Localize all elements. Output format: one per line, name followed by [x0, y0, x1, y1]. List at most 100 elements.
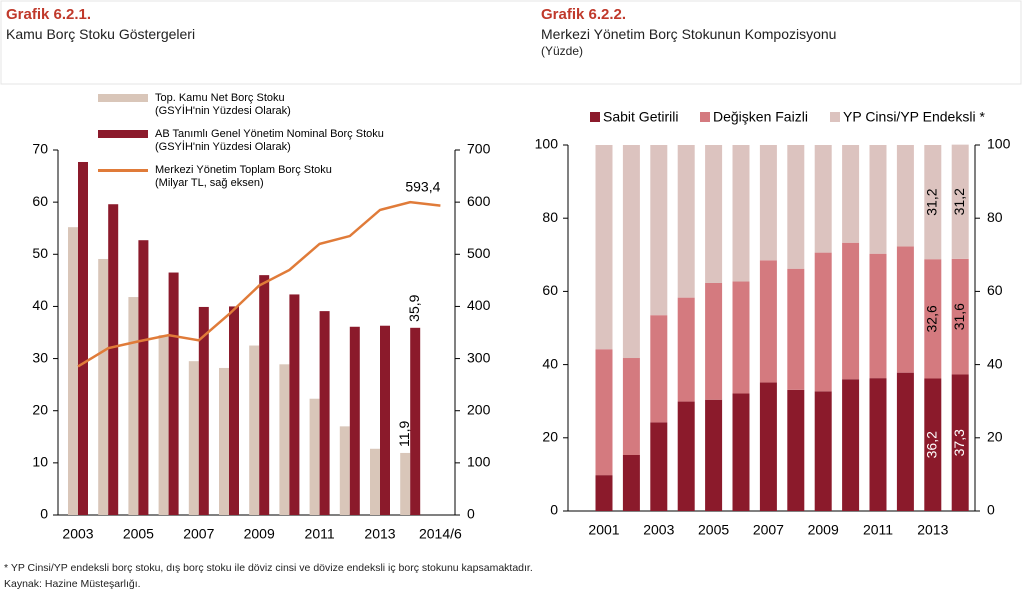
- bar: [339, 426, 350, 515]
- bar-segment: [650, 422, 668, 511]
- legend-label: Değişken Faizli: [713, 109, 808, 125]
- x-tick-label: 2014/6: [419, 526, 462, 542]
- legend-swatch: [98, 169, 148, 172]
- y-tick-label: 80: [542, 209, 558, 225]
- legend-label: Top. Kamu Net Borç Stoku (GSYİH'nin Yüzd…: [155, 92, 291, 117]
- x-tick-label: 2001: [588, 522, 619, 538]
- value-label: 32,6: [924, 305, 940, 332]
- bar-segment: [595, 145, 613, 350]
- bar-segment: [705, 145, 723, 283]
- y2-tick-label: 400: [467, 297, 491, 313]
- bar: [259, 275, 270, 515]
- bar-segment: [842, 145, 860, 243]
- y2-tick-label: 0: [987, 502, 995, 518]
- bar-segment: [759, 260, 777, 383]
- bar-segment: [869, 378, 887, 511]
- bar-segment: [896, 246, 914, 373]
- figure-label: Grafik 6.2.1.: [6, 6, 92, 23]
- bar-segment: [595, 349, 613, 476]
- header-frame: [0, 0, 1022, 85]
- bar: [319, 311, 330, 515]
- chart-subtitle: (Yüzde): [541, 44, 584, 58]
- bar-segment: [787, 389, 805, 511]
- bar-segment: [705, 399, 723, 511]
- chart-title: Merkezi Yönetim Borç Stokunun Kompozisyo…: [541, 26, 837, 42]
- y2-tick-label: 40: [987, 355, 1003, 371]
- bar-segment: [705, 282, 723, 400]
- x-tick-label: 2005: [123, 526, 154, 542]
- value-label: 31,2: [951, 188, 967, 215]
- bar: [400, 452, 411, 515]
- bar: [98, 258, 109, 515]
- bar-segment: [924, 145, 942, 260]
- y-tick-label: 40: [32, 297, 48, 313]
- y2-tick-label: 100: [467, 454, 491, 470]
- bar: [168, 272, 179, 515]
- bar: [219, 367, 229, 515]
- legend-label: Merkezi Yönetim Toplam Borç Stoku (Milya…: [155, 164, 332, 189]
- bar: [198, 306, 209, 515]
- x-tick-label: 2013: [917, 522, 948, 538]
- bar-segment: [951, 144, 969, 259]
- bar-segment: [842, 379, 860, 511]
- chart-title: Kamu Borç Stoku Göstergeleri: [6, 26, 196, 42]
- bar: [289, 294, 300, 515]
- bar: [380, 325, 390, 515]
- bar-segment: [622, 358, 640, 456]
- bar: [158, 335, 169, 515]
- x-tick-label: 2011: [305, 526, 335, 542]
- bar-segment: [622, 145, 640, 359]
- bar-segment: [677, 297, 695, 402]
- x-tick-label: 2007: [753, 522, 784, 538]
- bar-segment: [787, 145, 805, 269]
- y-tick-label: 40: [542, 355, 558, 371]
- bar: [370, 448, 380, 515]
- value-label: 11,9: [396, 421, 412, 447]
- legend-swatch: [700, 112, 710, 122]
- x-tick-label: 2009: [244, 526, 275, 542]
- bar-segment: [677, 145, 695, 298]
- bar: [78, 161, 88, 515]
- y-tick-label: 60: [32, 193, 48, 209]
- x-tick-label: 2005: [698, 522, 729, 538]
- bar-segment: [951, 258, 969, 375]
- bar: [68, 227, 78, 515]
- legend-label: Sabit Getirili: [603, 109, 678, 125]
- bar-segment: [924, 378, 942, 511]
- y2-tick-label: 600: [467, 193, 491, 209]
- legend-swatch: [98, 94, 148, 102]
- bar-segment: [732, 145, 750, 282]
- y2-tick-label: 20: [987, 429, 1003, 445]
- x-tick-label: 2003: [62, 526, 93, 542]
- bar: [108, 204, 119, 515]
- y-tick-label: 70: [32, 141, 48, 157]
- bar-segment: [896, 145, 914, 247]
- bar: [249, 345, 260, 515]
- bar-segment: [951, 374, 969, 511]
- bar-segment: [759, 145, 777, 261]
- bar: [410, 327, 421, 515]
- bar-segment: [595, 475, 613, 511]
- y-tick-label: 0: [550, 502, 558, 518]
- bar-segment: [759, 382, 777, 511]
- bar-segment: [896, 372, 914, 511]
- x-tick-label: 2007: [183, 526, 214, 542]
- y-tick-label: 60: [542, 282, 558, 298]
- x-tick-label: 2009: [808, 522, 839, 538]
- y-tick-label: 20: [542, 429, 558, 445]
- bar-segment: [650, 145, 668, 316]
- value-label: 36,2: [924, 431, 940, 458]
- bar: [279, 364, 290, 515]
- bar-segment: [869, 253, 887, 379]
- bar-segment: [814, 391, 832, 511]
- y-tick-label: 10: [32, 454, 48, 470]
- y2-tick-label: 200: [467, 401, 491, 417]
- footnote: * YP Cinsi/YP endeksli borç stoku, dış b…: [4, 562, 533, 574]
- bar: [309, 398, 320, 515]
- bar-segment: [814, 252, 832, 392]
- legend-swatch: [830, 112, 840, 122]
- bar: [229, 306, 239, 515]
- value-label: 37,3: [951, 429, 967, 456]
- value-label: 35,9: [406, 294, 422, 321]
